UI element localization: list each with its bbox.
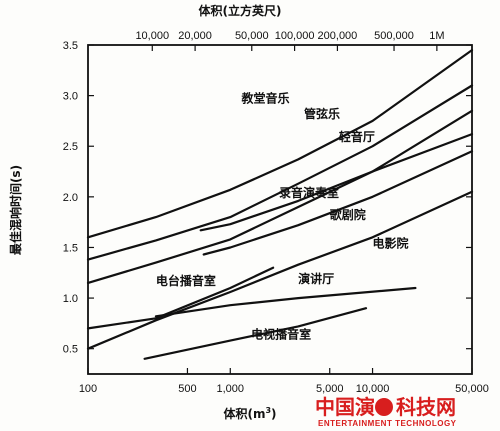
y-axis-title: 最佳混响时间(s) bbox=[8, 165, 23, 255]
watermark-logo: 中国演 科技网 ENTERTAINMENT TECHNOLOGY bbox=[315, 395, 457, 428]
y-tick-label: 1.0 bbox=[63, 293, 78, 305]
x-tick-label: 500 bbox=[178, 383, 196, 395]
series-line-7 bbox=[86, 266, 275, 330]
series-label-3: 轻音厅 bbox=[339, 129, 375, 144]
series-line-4 bbox=[199, 133, 474, 232]
series-line-9 bbox=[143, 307, 368, 360]
x-tick-label: 50,000 bbox=[455, 383, 489, 395]
top-tick-label: 50,000 bbox=[235, 30, 269, 42]
x-axis-title-close: ) bbox=[271, 407, 276, 421]
x-tick-label: 1,000 bbox=[217, 383, 245, 395]
series-line-8 bbox=[154, 286, 417, 318]
y-tick-label: 3.0 bbox=[63, 91, 78, 103]
series-label-4: 录音演奏室 bbox=[279, 185, 339, 200]
y-tick-label: 2.5 bbox=[63, 141, 78, 153]
top-axis-title: 体积(立方英尺) bbox=[199, 3, 282, 18]
svg-text:中国演: 中国演 bbox=[315, 395, 375, 419]
svg-text:ENTERTAINMENT TECHNOLOGY: ENTERTAINMENT TECHNOLOGY bbox=[318, 419, 457, 428]
y-tick-label: 3.5 bbox=[63, 40, 78, 52]
top-tick-label: 100,000 bbox=[275, 30, 315, 42]
series-label-6: 电影院 bbox=[373, 235, 409, 250]
svg-text:科技网: 科技网 bbox=[396, 395, 456, 419]
tick-labels: 0.5 1.0 1.5 2.0 2.5 3.0 3.5 100 500 1,000 5,000 10,… bbox=[63, 30, 489, 395]
x-tick-label: 10,000 bbox=[356, 383, 390, 395]
top-tick-label: 1M bbox=[429, 30, 444, 42]
x-axis-title-text: 体积(m bbox=[223, 406, 265, 421]
series-line-2 bbox=[86, 84, 474, 261]
x-axis-title: 体积(m3) bbox=[223, 406, 276, 421]
series-line-5 bbox=[202, 150, 474, 256]
series-label-9: 电视播音室 bbox=[251, 327, 311, 342]
tick-marks bbox=[87, 44, 473, 374]
top-tick-label: 10,000 bbox=[135, 30, 169, 42]
plot-frame bbox=[87, 44, 473, 375]
top-tick-label: 200,000 bbox=[318, 30, 358, 42]
series-label-5: 歌剧院 bbox=[330, 207, 366, 222]
series-label-8: 演讲厅 bbox=[298, 271, 334, 286]
y-tick-label: 2.0 bbox=[63, 192, 78, 204]
x-tick-label: 5,000 bbox=[316, 383, 344, 395]
y-tick-label: 0.5 bbox=[63, 344, 78, 356]
series-label-1: 教堂音乐 bbox=[241, 91, 290, 106]
x-axis-title-exp: 3 bbox=[265, 406, 271, 415]
series-label-2: 管弦乐 bbox=[304, 106, 340, 121]
top-tick-label: 20,000 bbox=[178, 30, 212, 42]
series-line-3 bbox=[86, 109, 474, 284]
series-label-7: 电台播音室 bbox=[156, 273, 216, 288]
top-tick-label: 500,000 bbox=[374, 30, 414, 42]
series-lines bbox=[86, 48, 474, 360]
y-tick-label: 1.5 bbox=[63, 242, 78, 254]
series-line-1 bbox=[86, 48, 474, 239]
x-tick-label: 100 bbox=[79, 383, 97, 395]
series-line-6 bbox=[86, 190, 474, 350]
